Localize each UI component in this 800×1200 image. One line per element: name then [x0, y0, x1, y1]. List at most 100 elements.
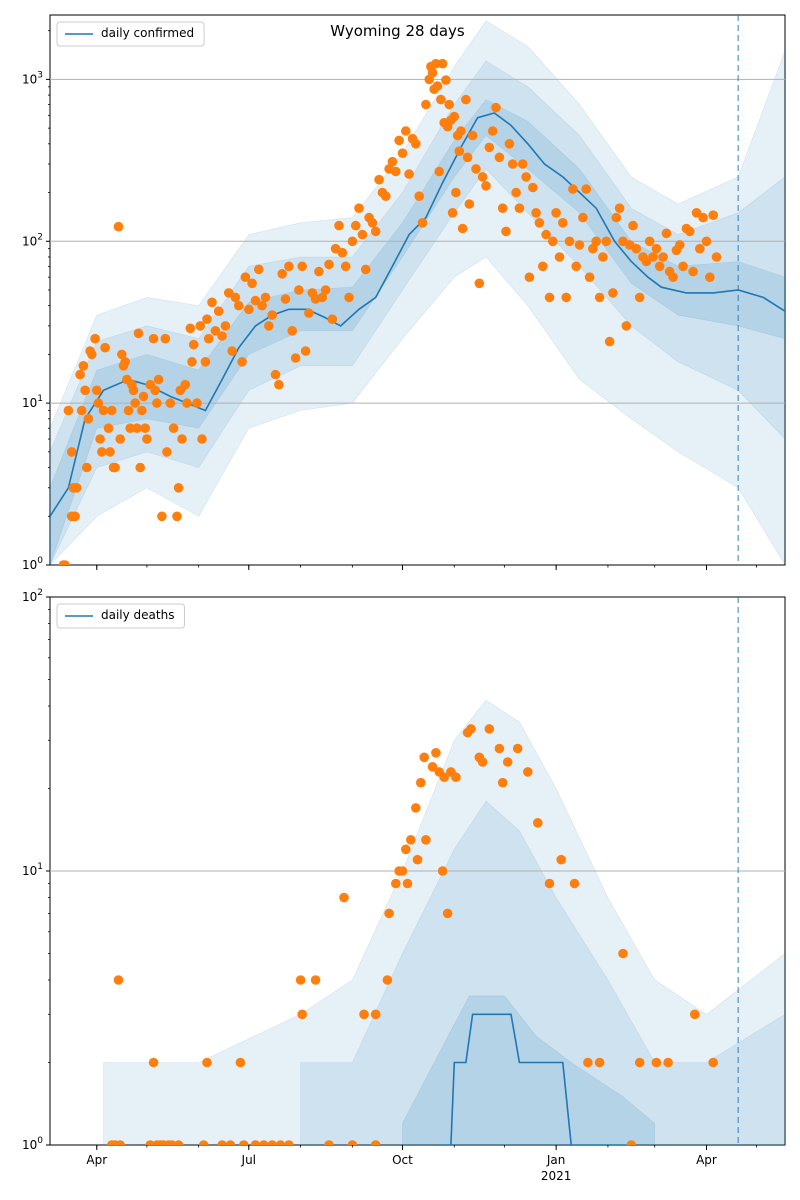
observed-point — [227, 346, 237, 356]
observed-point — [397, 866, 408, 876]
observed-point — [521, 172, 531, 182]
observed-point — [260, 292, 271, 303]
observed-point — [337, 247, 348, 258]
observed-point — [370, 1009, 381, 1020]
observed-point — [511, 187, 521, 198]
observed-point — [160, 333, 171, 344]
observed-point — [564, 236, 575, 247]
observed-point — [82, 462, 92, 473]
observed-point — [290, 353, 301, 363]
deaths-median-line — [442, 1013, 632, 1145]
confirmed-band-95 — [50, 20, 785, 565]
observed-point — [618, 948, 628, 959]
observed-point — [531, 208, 541, 218]
observed-point — [442, 908, 453, 919]
observed-point — [434, 166, 445, 177]
observed-point — [404, 169, 414, 179]
observed-point — [538, 261, 548, 272]
observed-point — [220, 321, 231, 331]
x-tick-label: Apr — [86, 1153, 107, 1167]
observed-point — [431, 58, 441, 69]
observed-point — [310, 975, 321, 985]
observed-point — [244, 304, 254, 315]
observed-point — [406, 835, 416, 845]
observed-point — [685, 226, 695, 237]
observed-point — [412, 854, 423, 865]
observed-point — [574, 240, 585, 250]
observed-point — [695, 243, 705, 254]
observed-point — [594, 292, 605, 303]
observed-point — [634, 292, 645, 303]
observed-point — [481, 181, 491, 191]
deaths-band-95 — [103, 699, 785, 1145]
observed-point — [135, 462, 145, 473]
y-tick-label: 102 — [22, 232, 43, 248]
observed-point — [534, 218, 545, 228]
observed-point — [113, 221, 124, 232]
observed-point — [168, 423, 179, 434]
observed-point — [432, 81, 443, 91]
observed-point — [594, 1057, 605, 1068]
y-tick-label: 101 — [22, 862, 43, 878]
observed-point — [210, 326, 221, 336]
observed-point — [157, 511, 167, 522]
observed-point — [427, 762, 438, 772]
observed-point — [153, 374, 164, 385]
observed-point — [83, 414, 94, 424]
observed-point — [456, 126, 466, 136]
observed-point — [270, 369, 281, 380]
observed-point — [497, 777, 508, 788]
observed-point — [421, 99, 431, 110]
observed-point — [397, 148, 408, 158]
observed-point — [451, 772, 461, 782]
observed-point — [103, 423, 114, 434]
observed-point — [427, 67, 438, 78]
deaths-panel: 100 101 102 Apr Jul Oct Jan 2021 Apr daily deat… — [22, 588, 786, 1183]
observed-point — [548, 236, 558, 247]
observed-point — [63, 405, 74, 416]
observed-point — [370, 226, 381, 237]
observed-point — [253, 264, 264, 275]
observed-point — [359, 1009, 369, 1020]
deaths-observed-points — [107, 724, 718, 1145]
observed-point — [608, 288, 618, 298]
observed-point — [115, 434, 125, 444]
observed-point — [105, 447, 115, 457]
observed-point — [132, 423, 142, 434]
x-tick-label: Jan — [546, 1153, 566, 1167]
observed-point — [148, 333, 159, 344]
observed-point — [110, 462, 120, 473]
observed-point — [133, 328, 144, 339]
y-tick-label: 102 — [22, 588, 43, 604]
observed-point — [70, 511, 80, 522]
observed-point — [561, 292, 571, 303]
observed-point — [568, 184, 578, 194]
observed-point — [708, 1057, 718, 1068]
observed-point — [611, 212, 622, 223]
confirmed-legend-box — [56, 21, 205, 47]
observed-point — [267, 310, 278, 320]
observed-point — [628, 220, 638, 231]
observed-point — [512, 743, 523, 754]
observed-point — [551, 208, 561, 218]
confirmed-uncertainty-bands — [50, 20, 785, 565]
observed-point — [474, 278, 485, 289]
observed-point — [471, 164, 481, 174]
observed-point — [626, 1140, 637, 1145]
observed-point — [239, 1140, 249, 1145]
observed-point — [203, 333, 214, 344]
observed-point — [225, 1140, 236, 1145]
observed-point — [284, 261, 294, 272]
observed-point — [708, 210, 718, 220]
confirmed-median-line — [50, 112, 785, 517]
observed-point — [347, 236, 358, 247]
observed-point — [556, 854, 566, 865]
observed-point — [295, 975, 306, 985]
deaths-legend-box — [56, 603, 185, 629]
observed-point — [217, 1140, 227, 1145]
deaths-y-ticks: 100 101 102 — [22, 588, 50, 1152]
observed-point — [173, 1140, 184, 1145]
observed-point — [188, 339, 199, 350]
observed-point — [264, 321, 274, 331]
y-tick-label: 100 — [22, 556, 43, 572]
